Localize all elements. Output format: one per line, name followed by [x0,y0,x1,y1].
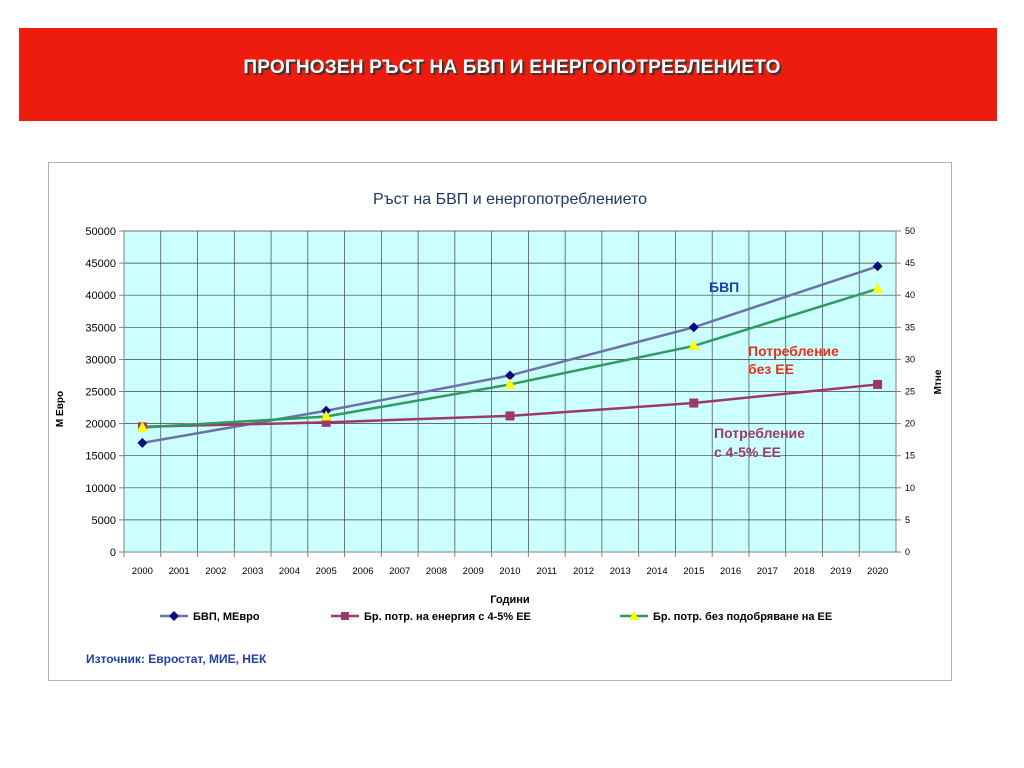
legend-marker-with-ee [341,612,349,620]
legend-label-gdp: БВП, МЕвро [193,611,260,623]
x-tick-label: 2005 [316,566,337,577]
x-tick-label: 2009 [463,566,484,577]
data-point-with-ee [873,379,883,389]
legend-item-with-ee: Бр. потр. на енергия с 4-5% ЕЕ [331,611,531,623]
legend-item-without-ee: Бр. потр. без подобряване на ЕЕ [620,611,832,623]
data-point-gdp [688,322,699,333]
y2-tick-label: 45 [905,258,915,268]
annotation-consumption-ee-line1: Потребление [714,425,805,441]
data-point-gdp [872,261,883,272]
x-tick-label: 2008 [426,566,447,577]
grid-lines [124,230,896,553]
legend-label-without-ee: Бр. потр. без подобряване на ЕЕ [653,611,832,623]
y-tick-label: 40000 [85,290,116,302]
page-title: ПРОГНОЗЕН РЪСТ НА БВП И ЕНЕРГОПОТРЕБЛЕНИ… [243,57,781,78]
y2-tick-label: 35 [905,322,915,332]
x-ticks: 2000 2001 2002 2003 2004 2005 2006 2007 2008 2009… [123,552,888,577]
x-tick-label: 2000 [132,566,153,577]
x-tick-label: 2018 [794,566,815,577]
y-tick-label: 5000 [92,515,116,527]
x-tick-label: 2017 [757,566,778,577]
x-tick-label: 2003 [242,566,263,577]
data-point-without-ee [688,339,700,350]
x-tick-label: 2006 [352,566,373,577]
x-axis-label: Години [490,594,529,606]
legend: БВП, МЕвро Бр. потр. на енергия с 4-5% Е… [160,611,832,623]
x-tick-label: 2007 [389,566,410,577]
x-tick-label: 2014 [646,566,667,577]
x-tick-label: 2004 [279,566,300,577]
x-tick-label: 2015 [683,566,704,577]
y-tick-label: 30000 [85,354,116,366]
x-tick-label: 2016 [720,566,741,577]
y2-tick-label: 40 [905,290,915,300]
y2-tick-label: 5 [905,515,910,525]
data-point-with-ee [505,411,515,421]
data-point-without-ee [136,421,148,432]
y-tick-label: 50000 [85,226,116,238]
x-tick-label: 2010 [499,566,520,577]
source-note: Източник: Евростат, МИЕ, НЕК [86,652,267,666]
data-point-gdp [505,370,515,381]
y-tick-label: 35000 [85,322,116,334]
annotation-consumption-no-ee-line1: Потребление [748,343,839,359]
y2-axis-label: Мтне [933,369,944,394]
title-banner [19,28,997,121]
x-tick-label: 2013 [610,566,631,577]
y-ticks-left: 5000045000400003500030000250002000015000… [85,226,124,559]
annotation-consumption-ee-line2: с 4-5% ЕЕ [714,444,781,460]
legend-item-gdp: БВП, МЕвро [160,611,260,623]
legend-marker-gdp [169,611,179,621]
y2-tick-label: 0 [905,547,910,557]
annotation-consumption-no-ee-line2: без ЕЕ [748,361,794,377]
y-axis-label: М Евро [55,391,66,427]
y-tick-label: 20000 [85,419,116,431]
data-point-without-ee [504,378,516,389]
x-tick-label: 2011 [537,566,557,577]
y-tick-label: 0 [110,547,116,559]
data-point-with-ee [689,398,699,408]
series-markers [136,261,884,448]
x-tick-label: 2001 [169,566,190,577]
y2-tick-label: 15 [905,451,915,461]
x-tick-label: 2019 [830,566,851,577]
y2-tick-label: 20 [905,419,915,429]
y-tick-label: 10000 [85,483,116,495]
legend-marker-without-ee [629,611,639,620]
y2-tick-label: 50 [905,226,915,236]
y-tick-label: 25000 [85,387,116,399]
chart-title: Ръст на БВП и енергопотреблението [373,191,647,208]
x-tick-label: 2002 [205,566,226,577]
data-point-with-ee [321,417,331,427]
annotation-gdp: БВП [709,279,739,295]
x-tick-label: 2012 [573,566,594,577]
y-tick-label: 15000 [85,451,116,463]
data-point-without-ee [320,410,332,421]
y2-tick-label: 25 [905,387,915,397]
data-point-without-ee [872,282,884,293]
y2-tick-label: 10 [905,483,915,493]
data-point-gdp [137,437,148,448]
legend-label-with-ee: Бр. потр. на енергия с 4-5% ЕЕ [364,611,531,623]
x-tick-label: 2020 [867,566,888,577]
y2-tick-label: 30 [905,354,915,364]
y-tick-label: 45000 [85,258,116,270]
